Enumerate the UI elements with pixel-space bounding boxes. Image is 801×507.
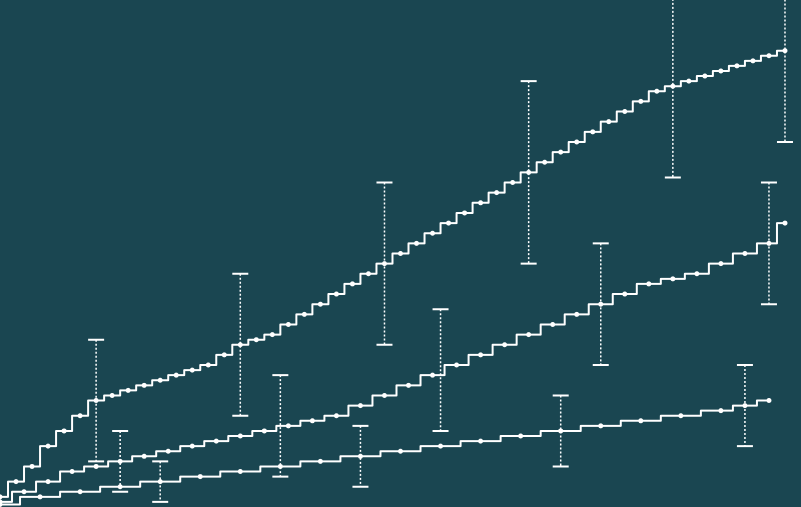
error-bar-line-chart [0,0,801,507]
